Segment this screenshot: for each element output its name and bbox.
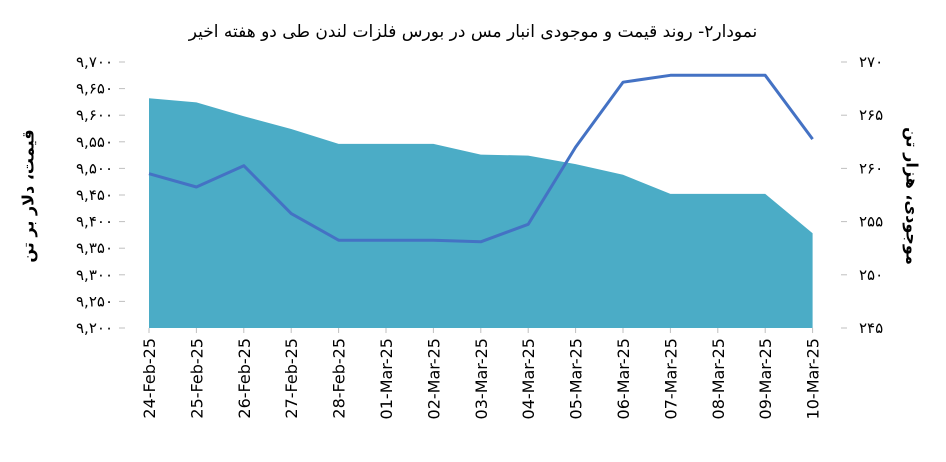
left-axis-tick-label: ۹,۲۰۰ (76, 319, 113, 337)
right-axis-tick-label: ۲۵۵ (859, 213, 883, 231)
x-axis-tick-label: 04-Mar-25 (519, 338, 538, 419)
left-axis-tick-label: ۹,۴۵۰ (76, 186, 113, 204)
x-axis-tick-label: 01-Mar-25 (377, 338, 396, 419)
left-axis-tick-label: ۹,۵۰۰ (76, 159, 113, 177)
left-axis-tick-label: ۹,۳۵۰ (76, 239, 113, 257)
left-axis-tick-label: ۹,۳۰۰ (76, 266, 113, 284)
x-axis-tick-label: 07-Mar-25 (661, 338, 680, 419)
inventory-area-series (149, 98, 813, 328)
right-axis-tick-label: ۲۵۰ (859, 266, 883, 284)
right-axis-tick-label: ۲۴۵ (859, 319, 883, 337)
x-axis-tick-label: 24-Feb-25 (140, 338, 159, 419)
left-axis-tick-label: ۹,۵۵۰ (76, 133, 113, 151)
x-axis-tick-label: 06-Mar-25 (614, 338, 633, 419)
left-axis-tick-label: ۹,۷۰۰ (76, 53, 113, 71)
left-axis-tick-label: ۹,۶۰۰ (76, 106, 113, 124)
x-axis-tick-label: 08-Mar-25 (709, 338, 728, 419)
right-axis-tick-label: ۲۶۵ (859, 106, 883, 124)
right-axis-tick-label: ۲۶۰ (859, 159, 883, 177)
x-axis-tick-label: 25-Feb-25 (187, 338, 206, 419)
x-axis-tick-label: 09-Mar-25 (756, 338, 775, 419)
left-axis-tick-label: ۹,۲۵۰ (76, 292, 113, 310)
x-axis-tick-label: 05-Mar-25 (567, 338, 586, 419)
x-axis-tick-label: 28-Feb-25 (330, 338, 349, 419)
right-axis-tick-label: ۲۷۰ (859, 53, 883, 71)
price-line-series (148, 73, 814, 244)
x-axis-tick-label: 27-Feb-25 (282, 338, 301, 419)
left-axis-tick-label: ۹,۴۰۰ (76, 213, 113, 231)
x-axis-tick-label: 10-Mar-25 (804, 338, 823, 419)
left-axis-tick-label: ۹,۶۵۰ (76, 80, 113, 98)
x-axis-tick-label: 26-Feb-25 (235, 338, 254, 419)
x-axis-tick-label: 02-Mar-25 (424, 338, 443, 419)
chart-title: نمودار۲- روند قیمت و موجودی انبار مس در … (188, 22, 758, 42)
x-axis-tick-label: 03-Mar-25 (472, 338, 491, 419)
